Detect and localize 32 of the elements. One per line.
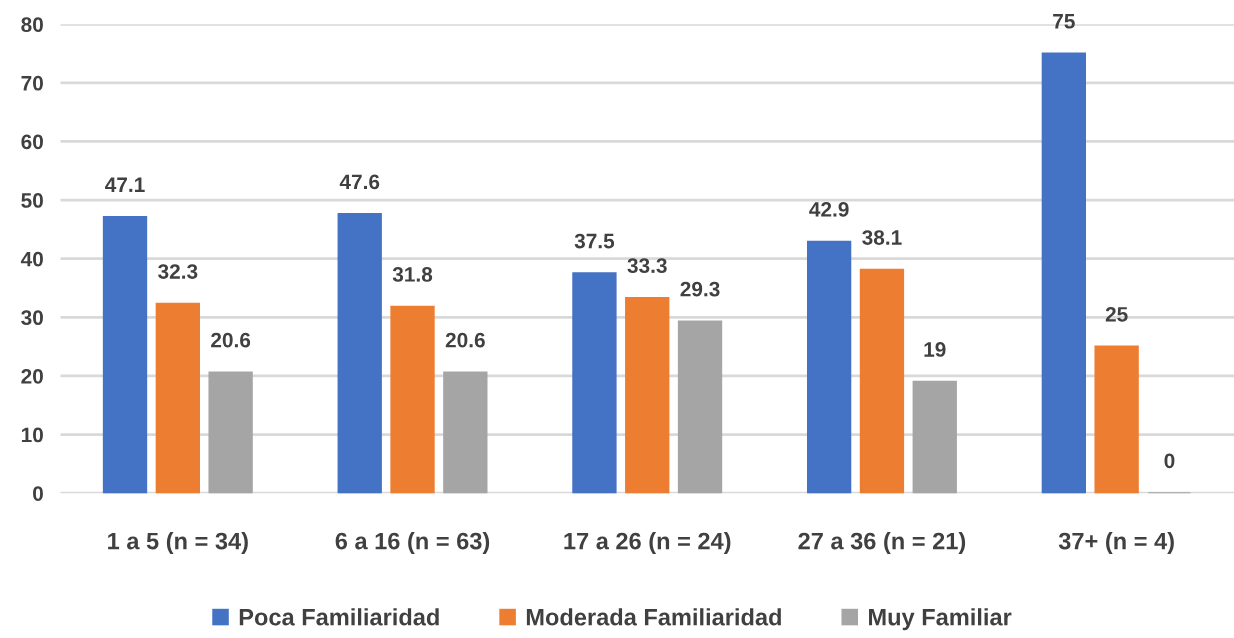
data-label: 32.3 [158,264,198,279]
legend-label: Moderada Familiaridad [526,608,781,626]
y-tick-label: 60 [21,134,43,150]
x-tick-label: 6 a 16 (n = 63) [335,532,490,555]
y-tick-label: 20 [21,368,43,384]
y-tick-label: 0 [33,486,43,501]
x-tick-label: 27 a 36 (n = 21) [798,532,966,555]
y-tick-label: 50 [21,193,43,208]
data-label: 42.9 [809,202,849,217]
y-tick-label: 40 [20,251,43,267]
data-label: 31.8 [392,267,433,282]
y-tick-label: 80 [21,17,43,32]
data-label: 37.5 [574,233,615,249]
data-label: 33.3 [627,258,667,274]
data-label: 20.6 [211,332,251,348]
data-label: 38.1 [862,230,902,245]
data-label: 25 [1105,306,1128,322]
data-label: 20.6 [445,332,485,348]
legend-label: Poca Familiaridad [239,608,439,626]
data-label: 0 [1164,453,1175,469]
y-tick-label: 70 [21,75,43,91]
data-label: 75 [1053,14,1075,29]
x-tick-label: 1 a 5 (n = 34) [108,532,248,555]
y-tick-label: 10 [21,427,43,443]
x-tick-label: 17 a 26 (n = 24) [564,532,731,555]
data-label: 47.6 [339,174,380,190]
y-tick-label: 30 [21,310,43,326]
legend-label: Muy Familiar [869,608,1012,631]
data-label: 29.3 [680,281,720,297]
data-label: 19 [924,342,946,357]
data-label: 47.1 [105,177,145,192]
x-tick-label: 37+ (n = 4) [1058,532,1174,555]
